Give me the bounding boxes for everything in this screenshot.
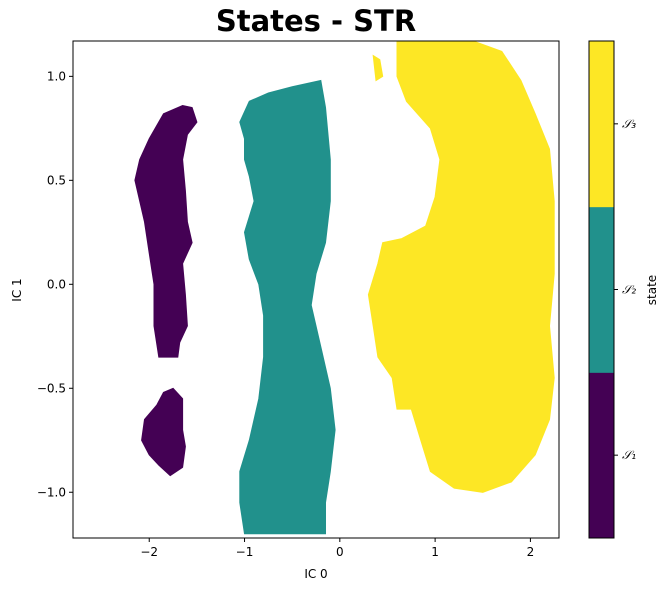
y-tick-label: 1.0 [47,69,66,83]
colorbar-tick-label: 𝒮₁ [622,448,636,462]
plot-frame [72,40,560,539]
plot-area [134,41,555,535]
state-region-1-1 [134,104,198,358]
colorbar-segment-2 [589,206,614,373]
colorbar: 𝒮₁ 𝒮₂ 𝒮₃ [588,40,636,539]
y-tick-label: 0.5 [47,173,66,187]
x-tick-label: −1 [236,545,254,559]
colorbar-segment-3 [589,41,614,208]
x-tick-label: −2 [140,545,158,559]
y-tick-label: −1.0 [37,485,66,499]
y-axis-label: IC 1 [10,278,24,301]
state-region-3-1 [367,41,555,493]
x-tick-label: 1 [431,545,439,559]
colorbar-tick-label: 𝒮₃ [622,117,636,131]
y-tick-label: 0.0 [47,277,66,291]
x-axis: −2 −1 0 1 2 [140,538,534,559]
state-region-1-2 [141,387,186,477]
x-tick-label: 0 [336,545,344,559]
colorbar-segment-1 [589,372,614,539]
colorbar-tick-label: 𝒮₂ [622,283,636,297]
chart-title: States - STR [215,4,417,38]
x-tick-label: 2 [527,545,535,559]
y-tick-label: −0.5 [37,381,66,395]
state-region-3-2 [372,54,384,82]
y-axis: −1.0 −0.5 0.0 0.5 1.0 [37,69,73,499]
state-region-2-1 [239,79,336,535]
x-axis-label: IC 0 [304,567,327,581]
colorbar-label: state [645,275,659,305]
